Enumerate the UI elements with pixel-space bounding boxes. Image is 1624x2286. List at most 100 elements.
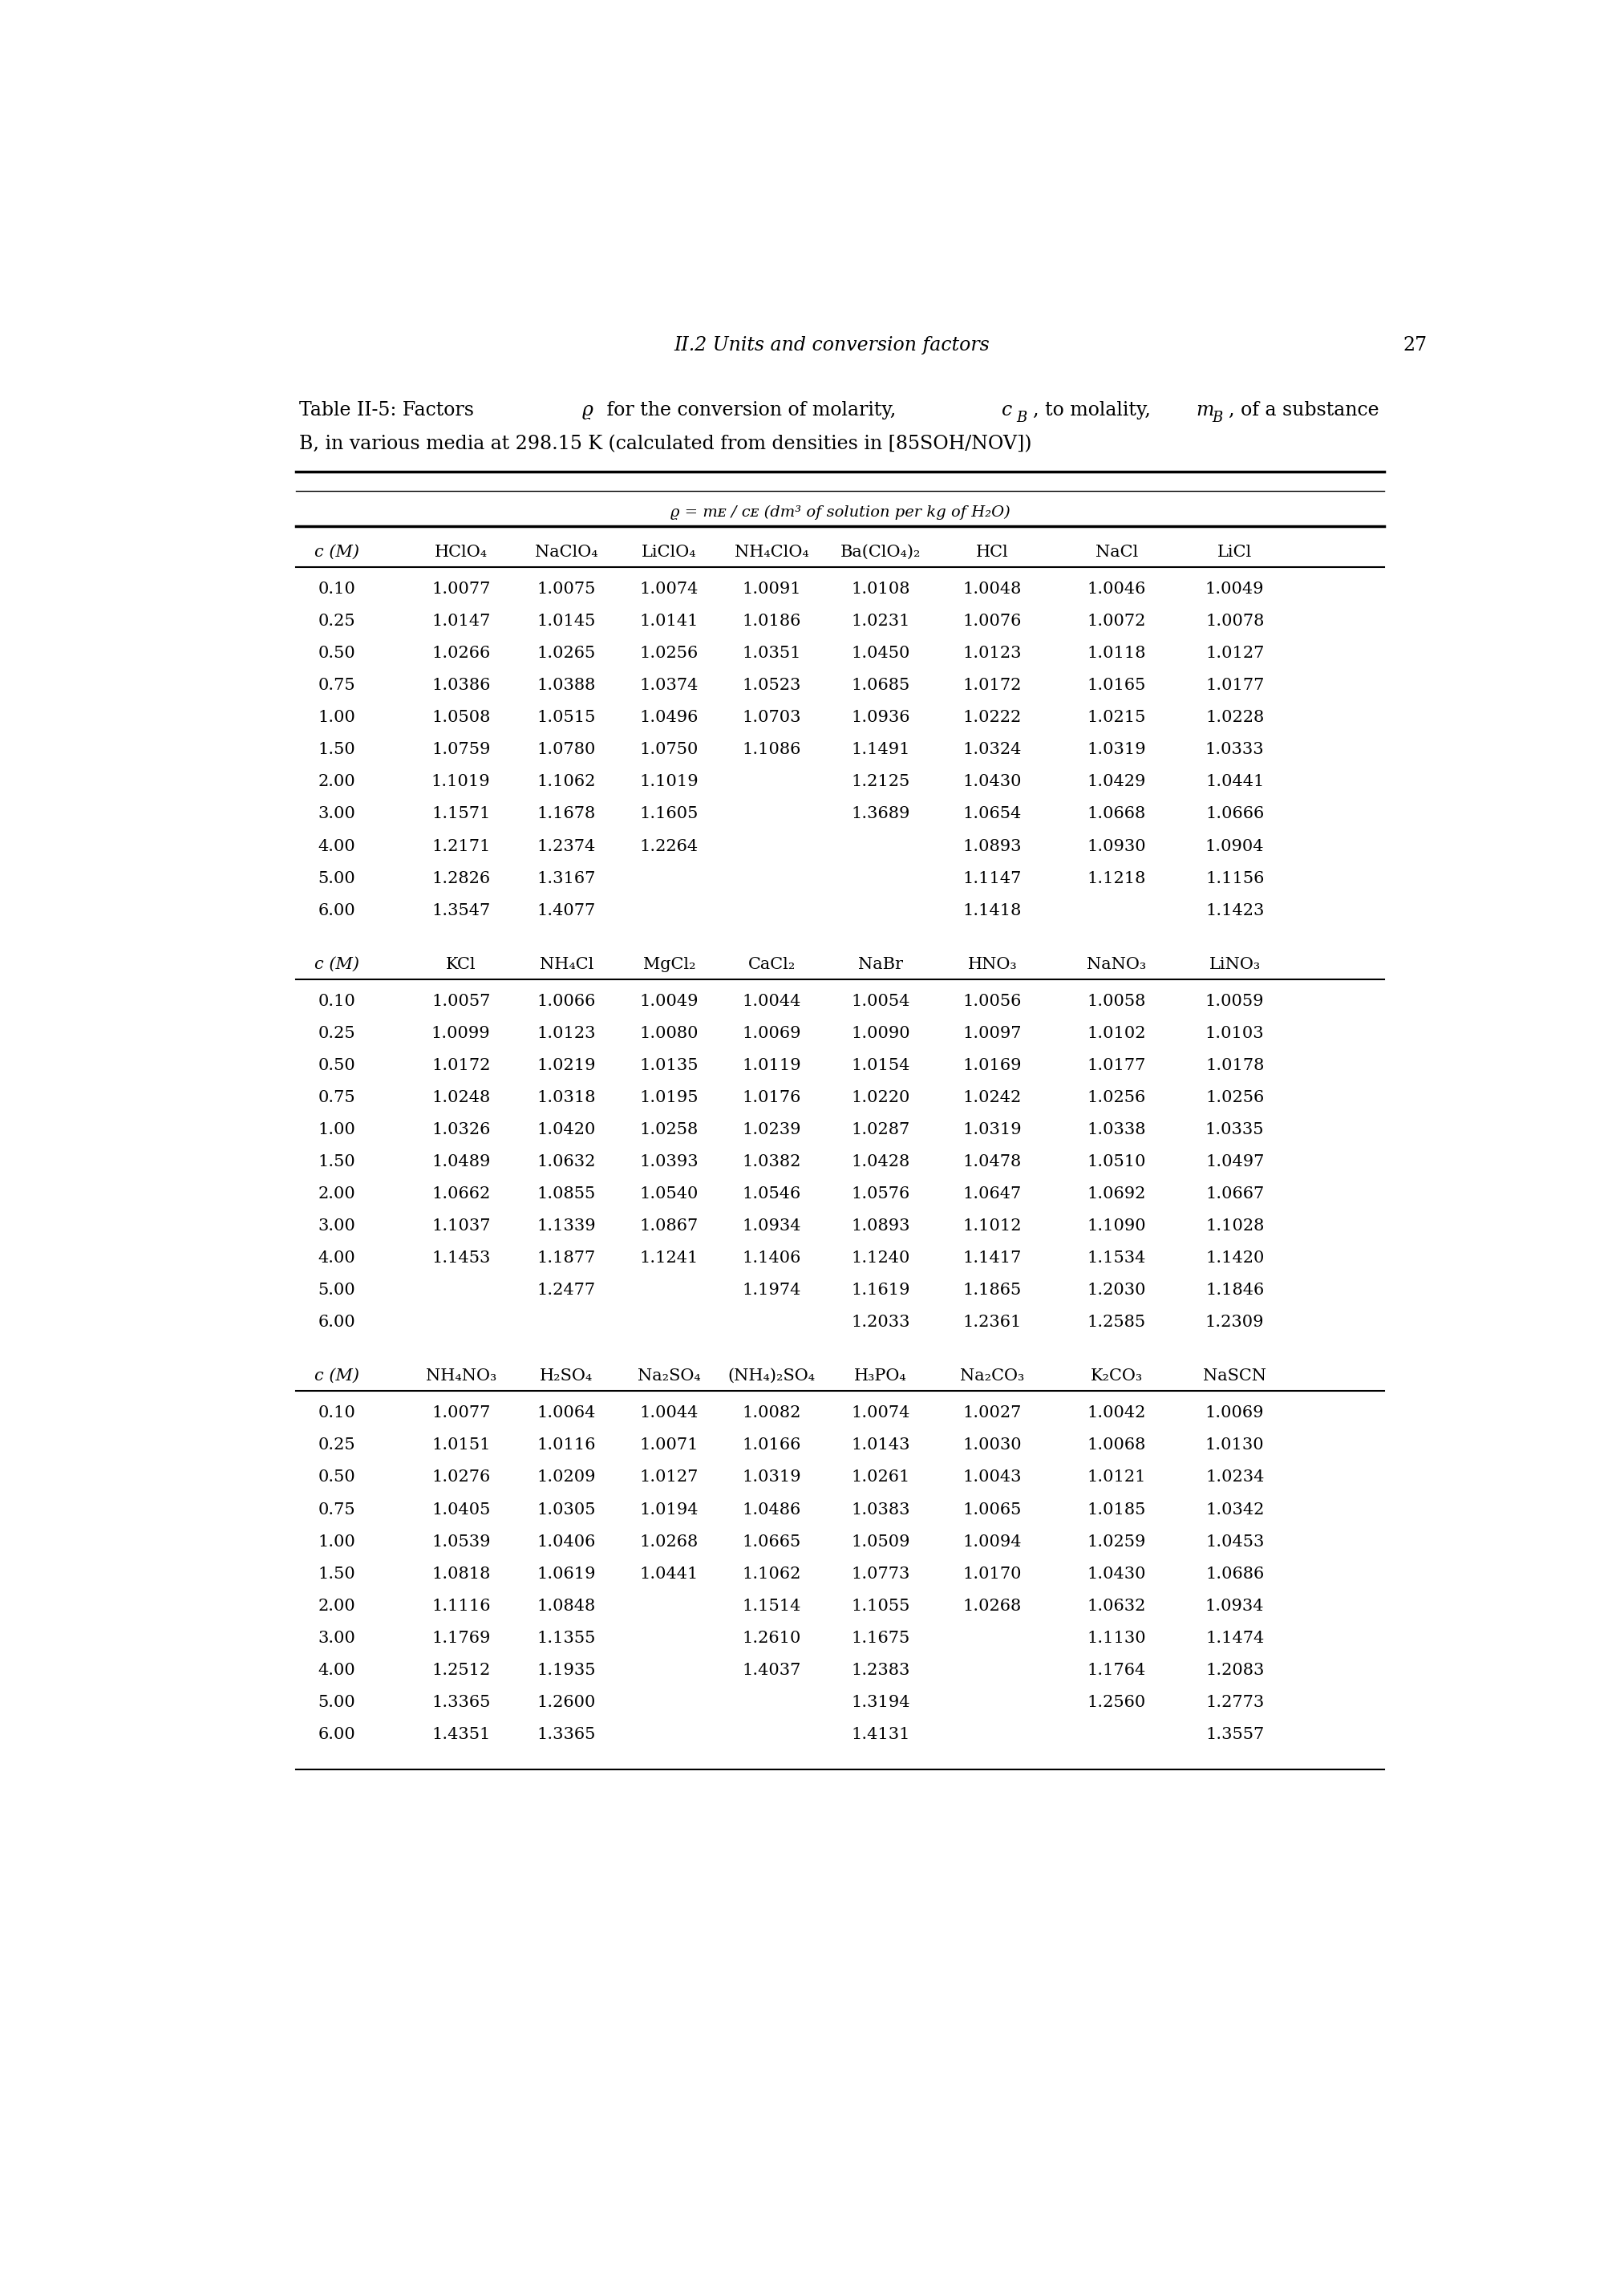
Text: 0.10: 0.10 xyxy=(318,994,356,1008)
Text: 1.0256: 1.0256 xyxy=(1205,1090,1263,1104)
Text: (NH₄)₂SO₄: (NH₄)₂SO₄ xyxy=(728,1369,815,1383)
Text: 1.1619: 1.1619 xyxy=(851,1282,909,1298)
Text: NH₄ClO₄: NH₄ClO₄ xyxy=(734,544,809,560)
Text: 1.1514: 1.1514 xyxy=(742,1598,801,1614)
Text: 1.0078: 1.0078 xyxy=(1205,615,1263,629)
Text: 1.0219: 1.0219 xyxy=(538,1058,596,1072)
Text: 1.0030: 1.0030 xyxy=(963,1438,1021,1454)
Text: 1.4037: 1.4037 xyxy=(742,1662,801,1678)
Text: 1.1769: 1.1769 xyxy=(432,1630,490,1646)
Text: 0.50: 0.50 xyxy=(318,647,356,661)
Text: K₂CO₃: K₂CO₃ xyxy=(1091,1369,1143,1383)
Text: NaBr: NaBr xyxy=(857,956,903,972)
Text: ϱ: ϱ xyxy=(581,400,593,418)
Text: 1.0773: 1.0773 xyxy=(851,1566,909,1582)
Text: 1.0540: 1.0540 xyxy=(640,1186,698,1202)
Text: 1.1090: 1.1090 xyxy=(1086,1218,1147,1234)
Text: 1.0154: 1.0154 xyxy=(851,1058,909,1072)
Text: Na₂CO₃: Na₂CO₃ xyxy=(960,1369,1025,1383)
Text: 1.1055: 1.1055 xyxy=(851,1598,909,1614)
Text: 5.00: 5.00 xyxy=(318,1694,356,1710)
Text: 1.2512: 1.2512 xyxy=(432,1662,490,1678)
Text: 1.0118: 1.0118 xyxy=(1086,647,1147,661)
Text: 1.0176: 1.0176 xyxy=(742,1090,801,1104)
Text: 1.0619: 1.0619 xyxy=(538,1566,596,1582)
Text: 1.0893: 1.0893 xyxy=(963,839,1021,855)
Text: MgCl₂: MgCl₂ xyxy=(643,956,695,972)
Text: 1.0215: 1.0215 xyxy=(1086,711,1147,725)
Text: 1.00: 1.00 xyxy=(318,1122,356,1138)
Text: 1.0076: 1.0076 xyxy=(963,615,1021,629)
Text: NH₄Cl: NH₄Cl xyxy=(539,956,594,972)
Text: 1.0383: 1.0383 xyxy=(851,1502,909,1518)
Text: 0.50: 0.50 xyxy=(318,1470,356,1486)
Text: 1.3365: 1.3365 xyxy=(538,1726,596,1742)
Text: 1.2374: 1.2374 xyxy=(538,839,596,855)
Text: 1.0486: 1.0486 xyxy=(742,1502,801,1518)
Text: 1.0441: 1.0441 xyxy=(640,1566,698,1582)
Text: 1.0430: 1.0430 xyxy=(1086,1566,1147,1582)
Text: 1.0172: 1.0172 xyxy=(963,679,1021,693)
Text: LiNO₃: LiNO₃ xyxy=(1208,956,1260,972)
Text: 1.0123: 1.0123 xyxy=(538,1026,596,1040)
Text: c (M): c (M) xyxy=(313,956,359,972)
Text: 1.0172: 1.0172 xyxy=(432,1058,490,1072)
Text: 1.1147: 1.1147 xyxy=(963,871,1021,887)
Text: 1.0178: 1.0178 xyxy=(1205,1058,1263,1072)
Text: 1.0177: 1.0177 xyxy=(1086,1058,1147,1072)
Text: for the conversion of molarity,: for the conversion of molarity, xyxy=(601,400,903,418)
Text: 0.75: 0.75 xyxy=(318,1502,356,1518)
Text: 1.1339: 1.1339 xyxy=(538,1218,596,1234)
Text: c (M): c (M) xyxy=(313,544,359,560)
Text: 1.0069: 1.0069 xyxy=(742,1026,801,1040)
Text: 1.0324: 1.0324 xyxy=(963,743,1021,757)
Text: 1.0141: 1.0141 xyxy=(640,615,698,629)
Text: m: m xyxy=(1197,400,1215,418)
Text: 1.1218: 1.1218 xyxy=(1086,871,1147,887)
Text: 1.0703: 1.0703 xyxy=(742,711,801,725)
Text: 1.0662: 1.0662 xyxy=(432,1186,490,1202)
Text: 1.1453: 1.1453 xyxy=(432,1250,490,1266)
Text: 1.0508: 1.0508 xyxy=(432,711,490,725)
Text: 1.3557: 1.3557 xyxy=(1205,1726,1263,1742)
Text: 4.00: 4.00 xyxy=(318,1250,356,1266)
Text: 1.0319: 1.0319 xyxy=(963,1122,1021,1138)
Text: 1.0855: 1.0855 xyxy=(538,1186,596,1202)
Text: 1.0074: 1.0074 xyxy=(640,581,698,597)
Text: 1.2773: 1.2773 xyxy=(1205,1694,1263,1710)
Text: 1.0054: 1.0054 xyxy=(851,994,909,1008)
Text: 1.0654: 1.0654 xyxy=(963,807,1021,821)
Text: 1.0268: 1.0268 xyxy=(640,1534,698,1550)
Text: II.2 Units and conversion factors: II.2 Units and conversion factors xyxy=(674,336,991,354)
Text: 1.1240: 1.1240 xyxy=(851,1250,909,1266)
Text: 1.0546: 1.0546 xyxy=(742,1186,801,1202)
Text: 1.1420: 1.1420 xyxy=(1205,1250,1263,1266)
Text: 2.00: 2.00 xyxy=(318,1186,356,1202)
Text: 1.0647: 1.0647 xyxy=(963,1186,1021,1202)
Text: 1.0170: 1.0170 xyxy=(963,1566,1021,1582)
Text: 1.0453: 1.0453 xyxy=(1205,1534,1263,1550)
Text: 1.0266: 1.0266 xyxy=(432,647,490,661)
Text: 1.0068: 1.0068 xyxy=(1086,1438,1147,1454)
Text: 1.0077: 1.0077 xyxy=(432,1406,490,1422)
Text: 3.00: 3.00 xyxy=(318,1218,356,1234)
Text: ϱ = mʙ / cʙ (dm³ of solution per kg of H₂O): ϱ = mʙ / cʙ (dm³ of solution per kg of H… xyxy=(671,505,1010,519)
Text: 1.0666: 1.0666 xyxy=(1205,807,1263,821)
Text: 1.0256: 1.0256 xyxy=(640,647,698,661)
Text: 1.0667: 1.0667 xyxy=(1205,1186,1263,1202)
Text: 1.1028: 1.1028 xyxy=(1205,1218,1263,1234)
Text: 1.2125: 1.2125 xyxy=(851,775,909,789)
Text: 0.50: 0.50 xyxy=(318,1058,356,1072)
Text: 1.3547: 1.3547 xyxy=(432,903,490,919)
Text: 1.0374: 1.0374 xyxy=(640,679,698,693)
Text: 1.0338: 1.0338 xyxy=(1086,1122,1147,1138)
Text: B: B xyxy=(1017,411,1026,425)
Text: 1.50: 1.50 xyxy=(318,743,356,757)
Text: 1.2560: 1.2560 xyxy=(1088,1694,1147,1710)
Text: 5.00: 5.00 xyxy=(318,871,356,887)
Text: 1.0165: 1.0165 xyxy=(1086,679,1147,693)
Text: 1.0386: 1.0386 xyxy=(432,679,490,693)
Text: 1.0268: 1.0268 xyxy=(963,1598,1021,1614)
Text: 3.00: 3.00 xyxy=(318,1630,356,1646)
Text: 1.0130: 1.0130 xyxy=(1205,1438,1263,1454)
